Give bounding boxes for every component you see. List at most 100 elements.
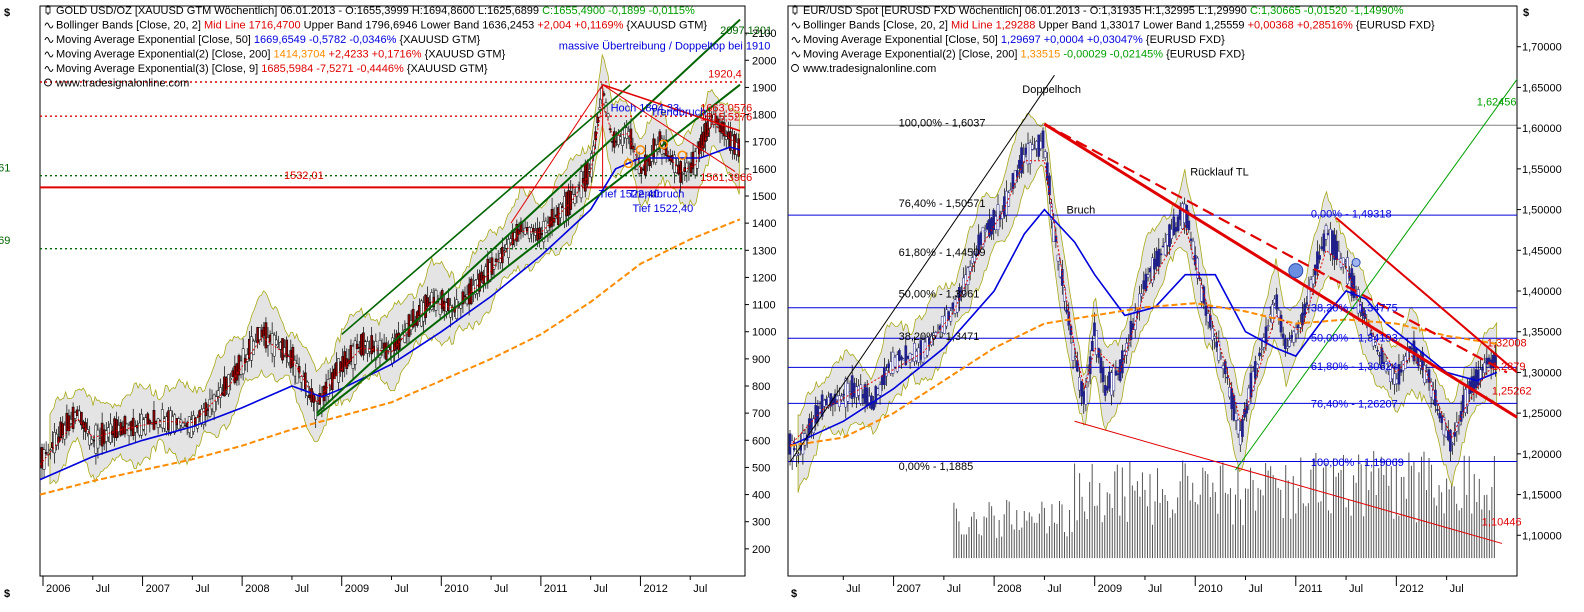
price-candle [1043, 151, 1047, 159]
y-tick-label: 1,50000 [1522, 205, 1562, 217]
price-candle [1444, 429, 1448, 438]
wave-icon-path [44, 66, 54, 72]
price-candle [1101, 366, 1105, 383]
price-candle [825, 398, 828, 406]
chart-annotation: 1920,4 [708, 69, 742, 81]
price-candle [1324, 225, 1328, 240]
eurusd-chart-panel[interactable]: Doppelhoch 100,00% - 1,6037 Rücklauf TL 1,6… [787, 5, 1562, 600]
x-tick-label: 2007 [146, 583, 170, 595]
price-candle [1273, 298, 1276, 304]
price-candle [1341, 257, 1345, 268]
price-candle [1369, 332, 1373, 336]
price-candle [816, 406, 820, 422]
x-tick-label: Jul [846, 583, 860, 595]
price-candle [1140, 293, 1143, 297]
price-candle [1075, 360, 1079, 372]
price-candle [1204, 305, 1208, 316]
price-candle [1151, 257, 1154, 284]
legend-text-part: C:1655,4900 -0,1899 -0,0115% [542, 5, 695, 17]
price-candle [1328, 228, 1332, 255]
price-candle [722, 122, 726, 137]
price-candle [1479, 369, 1482, 380]
price-candle [1260, 348, 1264, 351]
legend-text-part: +2,4233 +0,1716% [329, 49, 425, 61]
price-candle [1105, 386, 1109, 391]
legend-text-part: Bollinger Bands [Close, 20, 2] [56, 20, 204, 32]
x-tick-label: Jul [594, 583, 608, 595]
price-candle [1097, 348, 1101, 358]
legend-text-part: Moving Average Exponential(2) [Close, 20… [803, 49, 1020, 61]
price-candle [1421, 351, 1424, 371]
series-line-ema-50 [789, 208, 1498, 447]
gold-chart-panel[interactable]: 2097,1301 massive Übertreibung / Doppelto… [0, 5, 776, 600]
price-candle [962, 277, 966, 296]
price-candle [973, 251, 976, 262]
price-candle [1071, 342, 1075, 361]
trend-line [1043, 123, 1508, 374]
marker-circle [623, 158, 634, 169]
legend-text-part: 1414,3704 [273, 49, 328, 61]
price-candle [629, 128, 633, 150]
y-tick-label: 400 [752, 490, 770, 502]
price-candle [883, 366, 886, 386]
chart-annotation: 2097,1301 [720, 25, 772, 37]
price-candle [1142, 280, 1146, 290]
price-candle [1153, 258, 1156, 270]
price-candle [1264, 326, 1268, 343]
price-candle [455, 299, 459, 320]
chart-annotation: Bruch [1067, 205, 1096, 217]
price-candle [1073, 356, 1077, 358]
price-candle [835, 395, 839, 400]
price-candle [1294, 327, 1298, 335]
price-candle [1378, 354, 1381, 357]
legend-entry: Moving Average Exponential [Close, 50] 1… [803, 34, 1225, 46]
price-candle [792, 448, 796, 450]
chart-annotation: Rücklauf TL [1190, 166, 1249, 178]
price-candle [1404, 356, 1407, 369]
y-tick-label: 1,55000 [1522, 164, 1562, 176]
price-candle [594, 131, 597, 141]
price-candle [810, 418, 813, 430]
chart-annotation: Trendbruch [650, 107, 706, 119]
price-candle [84, 422, 87, 433]
chart-annotation: Hoch 1804,33 [611, 102, 680, 114]
price-candle [846, 383, 850, 402]
legend-text-part: +2,004 +0,1169% [537, 20, 626, 32]
price-candle [1358, 301, 1362, 313]
y-tick-label: 1100 [752, 300, 776, 312]
price-candle [1376, 349, 1379, 352]
price-candle [685, 162, 689, 173]
price-candle [861, 394, 865, 399]
x-tick-label: Jul [1047, 583, 1061, 595]
price-candle [264, 322, 268, 349]
price-candle [1219, 356, 1223, 359]
price-candle [654, 144, 658, 163]
y-tick-label: 1200 [752, 272, 776, 284]
price-candle [1436, 409, 1439, 411]
price-candle [842, 393, 845, 396]
price-candle [1120, 350, 1124, 374]
trend-line [341, 84, 632, 336]
wave-icon-path [44, 51, 54, 58]
legend-entry: Moving Average Exponential [Close, 50] 1… [56, 34, 480, 46]
candle-icon-body [792, 6, 798, 14]
x-tick-label: 2010 [444, 583, 468, 595]
legend-entry: Bollinger Bands [Close, 20, 2] Mid Line … [803, 20, 1435, 32]
price-candle [885, 370, 888, 377]
price-candle [840, 395, 843, 401]
price-candle [86, 429, 89, 434]
price-candle [990, 217, 993, 235]
price-candle [947, 311, 951, 320]
price-candle [985, 223, 989, 230]
price-candle [202, 408, 206, 425]
x-tick-label: 2011 [1299, 583, 1323, 595]
price-candle [602, 93, 606, 96]
price-candle [716, 118, 720, 125]
price-candle [1181, 203, 1184, 230]
legend-text-part: {XAUUSD GTM} [626, 20, 707, 32]
y-tick-label: 600 [752, 435, 770, 447]
price-candle [1129, 320, 1133, 340]
price-candle [1168, 224, 1171, 247]
legend-text-part: www.tradesignalonline.com [55, 78, 189, 90]
x-tick-label: 2006 [46, 583, 70, 595]
